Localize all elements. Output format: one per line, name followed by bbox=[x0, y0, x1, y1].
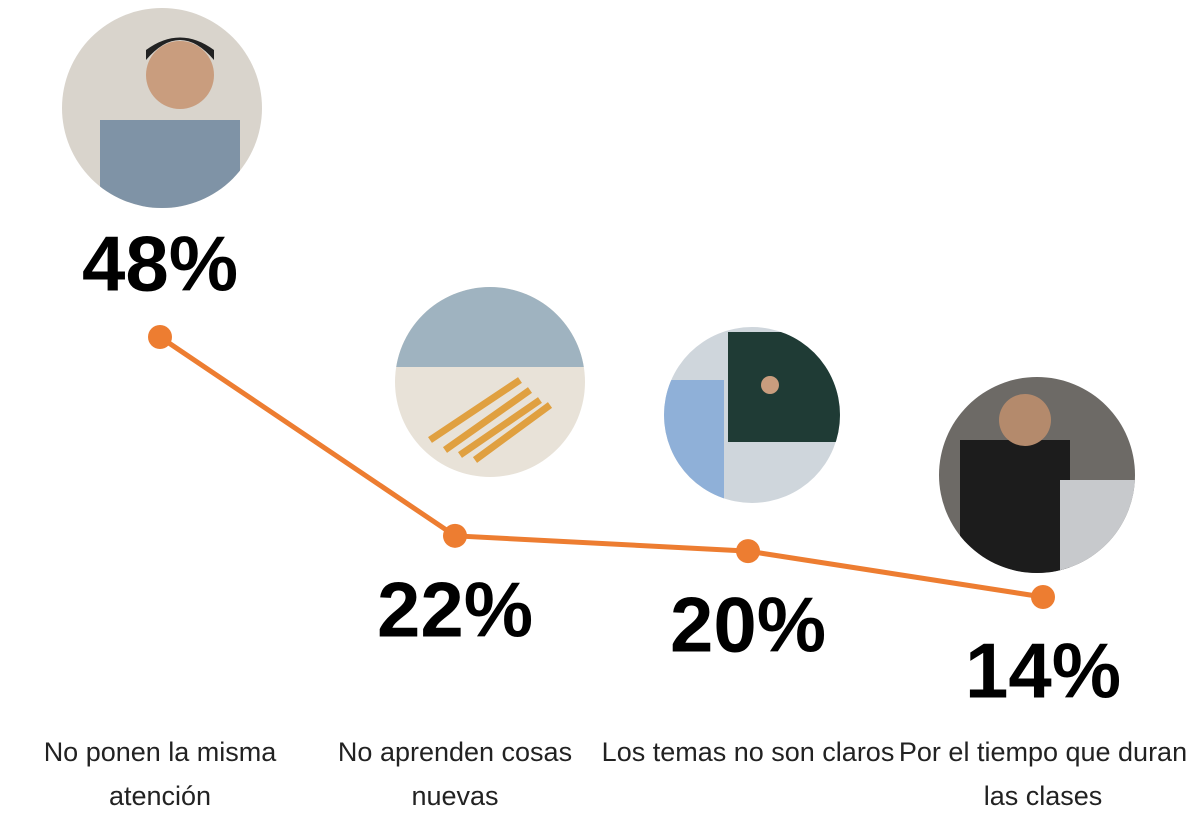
point bbox=[1031, 585, 1055, 609]
category-label: No ponen la misma atención bbox=[43, 737, 277, 811]
category-label: Los temas no son claros bbox=[601, 737, 895, 767]
point bbox=[736, 539, 760, 564]
photo bbox=[939, 377, 1135, 573]
value-label: 14% bbox=[965, 627, 1121, 715]
photo bbox=[664, 327, 840, 503]
value-label: 48% bbox=[82, 220, 238, 308]
photo bbox=[395, 287, 585, 477]
point bbox=[443, 523, 467, 548]
line bbox=[158, 334, 1044, 600]
value-label: 22% bbox=[377, 565, 533, 653]
point bbox=[148, 325, 172, 349]
value-label: 20% bbox=[670, 581, 826, 669]
photo bbox=[62, 8, 262, 208]
category-label: No aprenden cosas nuevas bbox=[337, 737, 573, 811]
category-label: Por el tiempo que duran las clases bbox=[898, 737, 1188, 811]
